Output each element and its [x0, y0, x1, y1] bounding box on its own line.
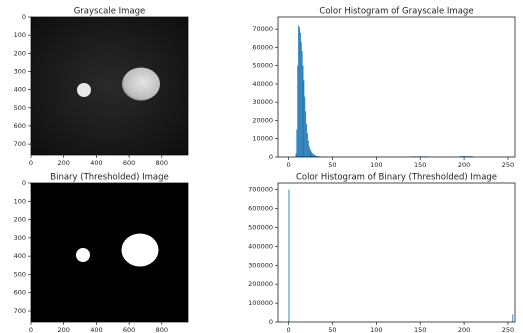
y-tick-label: 200000 [248, 280, 273, 288]
y-tick-label: 700 [14, 140, 26, 148]
x-tick-label: 0 [29, 326, 33, 333]
x-tick-label: 400 [90, 326, 102, 333]
y-tick-label: 10000 [252, 135, 273, 143]
y-tick-label: 30000 [252, 98, 273, 106]
x-tick-label: 600 [123, 326, 135, 333]
binary-image [31, 183, 188, 322]
histogram-bar [297, 66, 298, 157]
page: {"chart_data": [ {"type": "image", "titl… [0, 0, 523, 333]
histogram-bar [296, 130, 297, 157]
x-tick-label: 250 [502, 326, 514, 333]
histogram-bar [301, 42, 302, 157]
histogram-bar [310, 151, 311, 157]
histogram-bar [289, 190, 290, 322]
y-tick-label: 600 [14, 122, 26, 130]
histogram-bar [303, 80, 304, 157]
y-tick-label: 50000 [252, 62, 273, 70]
histogram-bar [302, 51, 303, 157]
histogram-bar [299, 27, 300, 157]
y-tick-label: 600 [14, 289, 26, 297]
subplot-title: Color Histogram of Grayscale Image [319, 7, 473, 17]
histogram-bar [307, 133, 308, 157]
histogram-bar [311, 152, 312, 157]
y-tick-label: 0 [22, 179, 26, 187]
y-tick-label: 100000 [248, 299, 273, 307]
figure: Grayscale Image 0 200 400 600 800 0 100 200 300 40… [0, 0, 523, 333]
histogram-bar [313, 154, 314, 157]
y-tick-label: 0 [269, 153, 273, 161]
histogram-bar [310, 149, 311, 157]
grayscale-image [31, 17, 188, 155]
x-tick-label: 200 [57, 159, 69, 167]
y-tick-label: 60000 [252, 43, 273, 51]
y-tick-label: 400 [14, 86, 26, 94]
y-tick-label: 100 [14, 31, 26, 39]
axes-frame [278, 17, 515, 157]
x-tick-label: 100 [370, 326, 382, 333]
x-tick-label: 0 [286, 161, 290, 169]
y-tick-label: 200 [14, 49, 26, 57]
y-tick-label: 20000 [252, 116, 273, 124]
y-tick-label: 40000 [252, 80, 273, 88]
subplot-title: Binary (Thresholded) Image [50, 173, 169, 183]
x-tick-label: 250 [502, 161, 514, 169]
x-tick-label: 100 [370, 161, 382, 169]
histogram-bar [312, 153, 313, 157]
y-tick-label: 300000 [248, 261, 273, 269]
x-tick-label: 200 [458, 161, 470, 169]
x-tick-label: 800 [156, 326, 168, 333]
x-tick-label: 200 [458, 326, 470, 333]
y-tick-label: 300 [14, 234, 26, 242]
x-tick-label: 50 [328, 161, 336, 169]
x-tick-label: 800 [156, 159, 168, 167]
x-tick-label: 400 [90, 159, 102, 167]
histogram-bar [512, 314, 513, 322]
y-tick-label: 700 [14, 307, 26, 315]
y-tick-label: 500 [14, 270, 26, 278]
y-tick-label: 300 [14, 67, 26, 75]
histogram-bar [303, 66, 304, 157]
x-tick-label: 150 [414, 326, 426, 333]
x-tick-label: 0 [29, 159, 33, 167]
y-tick-label: 70000 [252, 25, 273, 33]
subplot-title: Color Histogram of Binary (Thresholded) … [296, 173, 497, 183]
y-tick-label: 500 [14, 104, 26, 112]
histogram-bar [308, 141, 309, 157]
y-tick-label: 200 [14, 216, 26, 224]
y-tick-label: 0 [269, 318, 273, 326]
axes-frame [278, 183, 515, 322]
histogram-bar [296, 153, 297, 157]
histogram-bar [306, 124, 307, 157]
y-tick-label: 500000 [248, 223, 273, 231]
histogram-bar [304, 97, 305, 157]
histogram-bar [300, 33, 301, 157]
x-tick-label: 50 [328, 326, 336, 333]
x-tick-label: 0 [286, 326, 290, 333]
histogram-bar [309, 146, 310, 157]
y-tick-label: 400 [14, 252, 26, 260]
histogram-bar [305, 111, 306, 157]
y-tick-label: 400000 [248, 242, 273, 250]
y-tick-label: 700000 [248, 186, 273, 194]
histogram-bar [298, 25, 299, 157]
x-tick-label: 200 [57, 326, 69, 333]
y-tick-label: 600000 [248, 205, 273, 213]
x-tick-label: 150 [414, 161, 426, 169]
y-tick-label: 0 [22, 13, 26, 21]
subplot-title: Grayscale Image [74, 7, 146, 17]
y-tick-label: 100 [14, 197, 26, 205]
x-tick-label: 600 [123, 159, 135, 167]
